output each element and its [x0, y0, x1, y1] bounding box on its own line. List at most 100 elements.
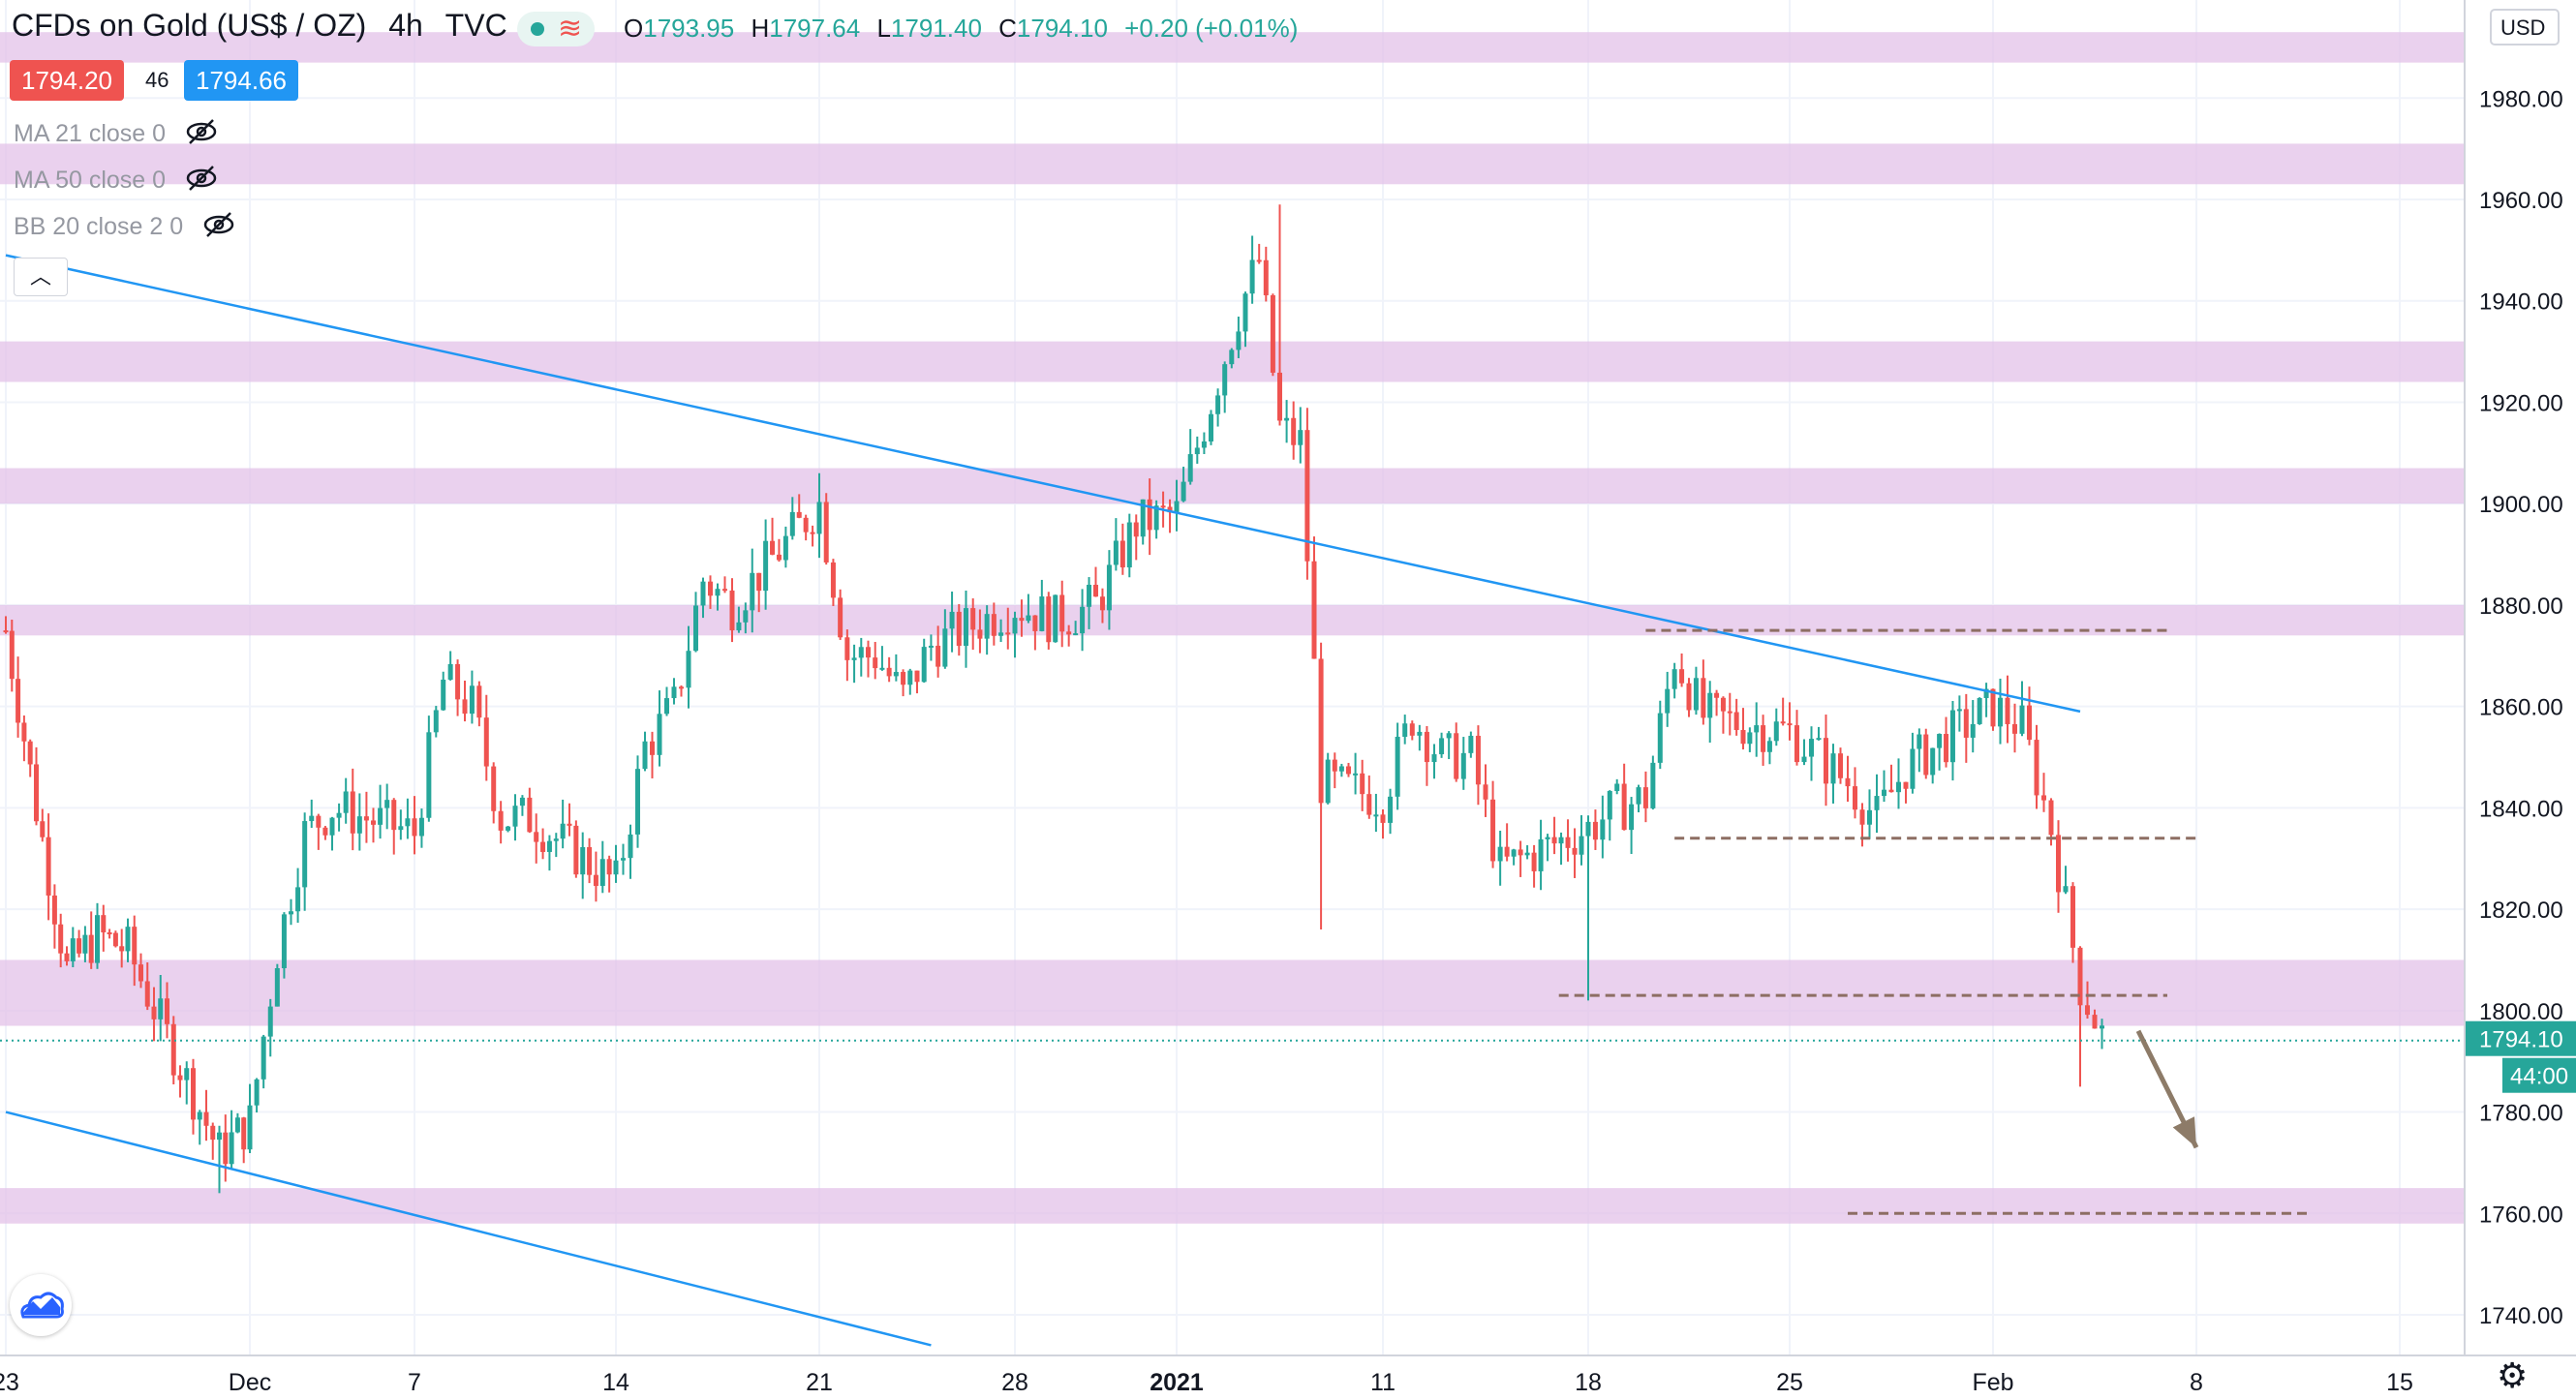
candle-body	[1518, 849, 1523, 856]
candle-body	[1270, 294, 1275, 373]
candle-body	[234, 1117, 240, 1133]
symbol-title[interactable]: CFDs on Gold (US$ / OZ) 4h TVC	[12, 8, 507, 44]
candle-body	[2041, 795, 2046, 801]
zone-band	[0, 604, 2465, 636]
candle-body	[722, 589, 727, 592]
candle-body	[1824, 738, 1828, 784]
eye-crossed-icon[interactable]	[184, 116, 219, 154]
candle-body	[664, 698, 669, 715]
candle-body	[866, 647, 871, 658]
candle-body	[241, 1117, 247, 1150]
sell-button[interactable]: 1794.20	[10, 60, 124, 101]
candle-body	[1039, 596, 1045, 631]
price-tick-label: 1760.00	[2479, 1202, 2563, 1228]
indicator-ma21[interactable]: MA 21 close 0	[14, 120, 167, 147]
candle-body	[1585, 821, 1591, 837]
eye-crossed-icon[interactable]	[201, 209, 236, 247]
candle-body	[1311, 561, 1317, 659]
candle-body	[1215, 395, 1221, 414]
candle-body	[447, 663, 453, 681]
candle-body	[483, 717, 489, 767]
price-tick-label: 1920.00	[2479, 390, 2563, 416]
candle-body	[553, 838, 559, 841]
candle-body	[95, 915, 100, 963]
candle-body	[1053, 594, 1058, 643]
candle-body	[405, 818, 411, 827]
candle-body	[810, 532, 815, 534]
tradingview-cloud-icon[interactable]	[10, 1274, 72, 1336]
candle-body	[1579, 836, 1584, 855]
candle-body	[343, 791, 349, 813]
market-status-badge[interactable]: ≋	[517, 12, 595, 46]
candle-body	[1201, 441, 1207, 448]
candle-body	[165, 998, 169, 1024]
countdown-label: 44:00	[2510, 1064, 2568, 1090]
candle-body	[970, 608, 976, 630]
candle-body	[567, 823, 572, 826]
time-tick-label: 28	[1001, 1369, 1028, 1396]
candle-body	[942, 628, 948, 667]
candle-body	[1944, 734, 1949, 763]
candle-body	[1859, 809, 1865, 825]
gear-icon[interactable]: ⚙	[2497, 1355, 2529, 1395]
candle-body	[2100, 1025, 2104, 1029]
candle-body	[112, 932, 118, 947]
time-tick-label: 8	[2190, 1369, 2203, 1396]
candle-body	[1005, 632, 1011, 635]
candle-body	[1671, 669, 1677, 689]
candle-body	[1338, 766, 1344, 772]
candle-body	[2070, 886, 2075, 948]
candle-body	[1080, 606, 1086, 634]
candle-body	[693, 605, 698, 652]
candle-body	[2027, 705, 2032, 741]
price-tick-label: 1900.00	[2479, 492, 2563, 518]
candle-body	[580, 847, 586, 875]
candle-body	[412, 818, 417, 837]
candle-body	[873, 657, 878, 669]
candle-body	[184, 1068, 190, 1080]
candle-body	[789, 511, 795, 536]
candle-body	[1106, 564, 1112, 611]
candle-body	[1483, 784, 1488, 800]
candle-body	[587, 847, 593, 875]
candle-body	[363, 816, 369, 821]
candle-body	[851, 657, 857, 660]
price-tick-label: 1860.00	[2479, 695, 2563, 721]
candle-body	[540, 841, 546, 852]
candle-body	[1830, 753, 1836, 784]
candle-body	[1318, 658, 1324, 804]
time-tick-label: 23	[0, 1369, 19, 1396]
price-tick-label: 1800.00	[2479, 999, 2563, 1025]
candle-body	[1733, 712, 1739, 731]
indicator-bb20[interactable]: BB 20 close 2 0	[14, 213, 184, 240]
candlestick-series	[3, 204, 2104, 1194]
buy-button[interactable]: 1794.66	[184, 60, 298, 101]
eye-crossed-icon[interactable]	[184, 163, 219, 200]
candle-body	[1360, 773, 1365, 795]
candle-body	[2085, 1005, 2090, 1016]
candle-body	[1194, 447, 1200, 455]
candle-body	[998, 632, 1004, 636]
candle-body	[1780, 721, 1786, 724]
price-tick-label: 1980.00	[2479, 86, 2563, 112]
candle-body	[1366, 794, 1372, 815]
candle-body	[58, 924, 64, 954]
candle-body	[51, 895, 57, 925]
candle-body	[2063, 886, 2069, 893]
candle-body	[1249, 259, 1255, 294]
candle-body	[796, 511, 802, 518]
candle-body	[101, 915, 107, 933]
indicator-ma50[interactable]: MA 50 close 0	[14, 167, 167, 194]
collapse-legend-button[interactable]: ︿	[14, 258, 68, 296]
candle-body	[34, 764, 39, 822]
candle-body	[1113, 540, 1119, 565]
candle-body	[1133, 522, 1139, 537]
candle-body	[534, 832, 539, 842]
price-tick-label: 1780.00	[2479, 1101, 2563, 1127]
candle-body	[1572, 847, 1578, 855]
candle-body	[1222, 364, 1228, 396]
candle-body	[1046, 596, 1052, 643]
candle-body	[1181, 481, 1186, 502]
candle-body	[1686, 683, 1692, 711]
